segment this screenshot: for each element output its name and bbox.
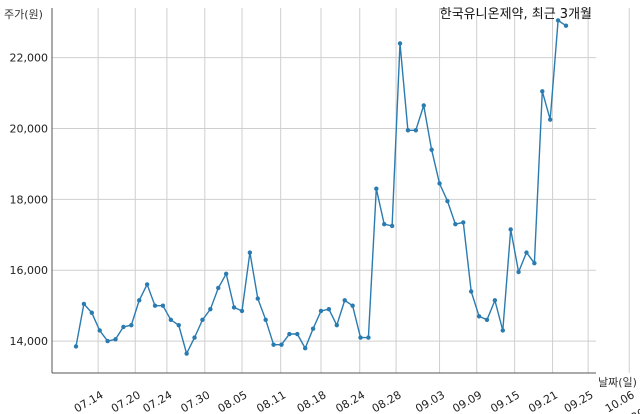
data-point [168,317,174,323]
data-point [295,331,300,337]
data-point [500,328,505,333]
x-tick-label: 09.09 [450,388,484,414]
data-point [239,308,245,314]
y-axis-title: 주가(원) [4,8,43,21]
data-point [129,322,134,328]
data-point [200,317,205,323]
data-point [516,269,521,275]
data-point [192,335,197,340]
data-point [279,342,284,347]
data-point [508,227,513,232]
data-point [97,328,102,333]
data-point [113,337,118,342]
data-point [382,221,387,227]
x-tick-label: 08.18 [295,388,329,414]
data-point [429,147,434,152]
data-point [318,308,324,314]
data-point [358,335,363,340]
data-point [547,117,553,122]
data-point [255,296,260,301]
x-tick-label: 08.11 [254,388,288,414]
data-point [81,301,87,307]
x-axis-title: 날짜(일) [598,375,637,389]
data-point [374,186,379,191]
data-point [532,260,537,266]
data-point [271,342,276,347]
data-point [405,128,411,133]
x-tick-label: 07.30 [179,388,213,414]
y-tick-label: 20,000 [10,122,49,135]
data-point [105,338,110,344]
data-point [421,103,426,108]
data-point [231,305,237,310]
y-tick-label: 22,000 [10,52,49,65]
data-point [492,298,498,303]
data-point [453,221,458,227]
x-tick-label: 09.15 [488,388,522,414]
data-point [137,298,142,303]
data-point [366,335,371,340]
data-point [73,344,79,349]
data-point [121,324,126,330]
data-point [342,298,347,303]
x-tick-label: 07.14 [72,388,106,414]
data-point [334,322,340,328]
chart-title: 한국유니온제약, 최근 3개월 [440,7,592,22]
x-tick-label: 09.21 [526,388,560,414]
grid [52,8,630,373]
y-tick-label: 18,000 [10,193,49,206]
data-point [555,18,561,23]
x-tick-label: 09.25 [562,388,596,414]
y-tick-label: 16,000 [10,264,49,277]
data-point [89,310,95,315]
data-point [302,345,308,351]
data-point [397,41,403,46]
data-point [152,303,158,308]
axes [51,8,596,374]
data-point [437,181,442,186]
data-point [310,326,316,331]
data-point [176,322,181,328]
data-point [413,128,419,133]
data-point [216,285,221,291]
data-point [524,250,529,255]
data-point [208,307,213,312]
data-point [160,303,166,308]
data-point [445,198,450,204]
x-tick-label: 08.28 [370,388,404,414]
data-point [144,282,150,287]
data-point [540,89,545,94]
data-point [461,220,466,225]
data-point [263,317,268,323]
data-point [223,271,229,276]
y-tick-label: 14,000 [10,335,49,348]
x-tick-label: 07.24 [141,388,175,414]
data-point [563,23,569,28]
data-point [184,351,189,356]
data-point [468,289,474,294]
data-point [350,303,355,308]
x-tick-label: 07.20 [109,388,143,414]
data-point [247,250,253,255]
data-point [484,317,490,323]
y-tick-labels: 14,000 16,000 18,000 20,000 22,000 [10,52,49,348]
x-tick-label: 08.24 [333,388,367,414]
x-tick-label: 09.03 [413,388,447,414]
series-points-group [73,18,569,356]
x-tick-label: 08.05 [216,388,250,414]
data-point [326,307,332,312]
data-point [476,314,482,319]
data-point [287,331,292,337]
data-point [389,223,395,229]
